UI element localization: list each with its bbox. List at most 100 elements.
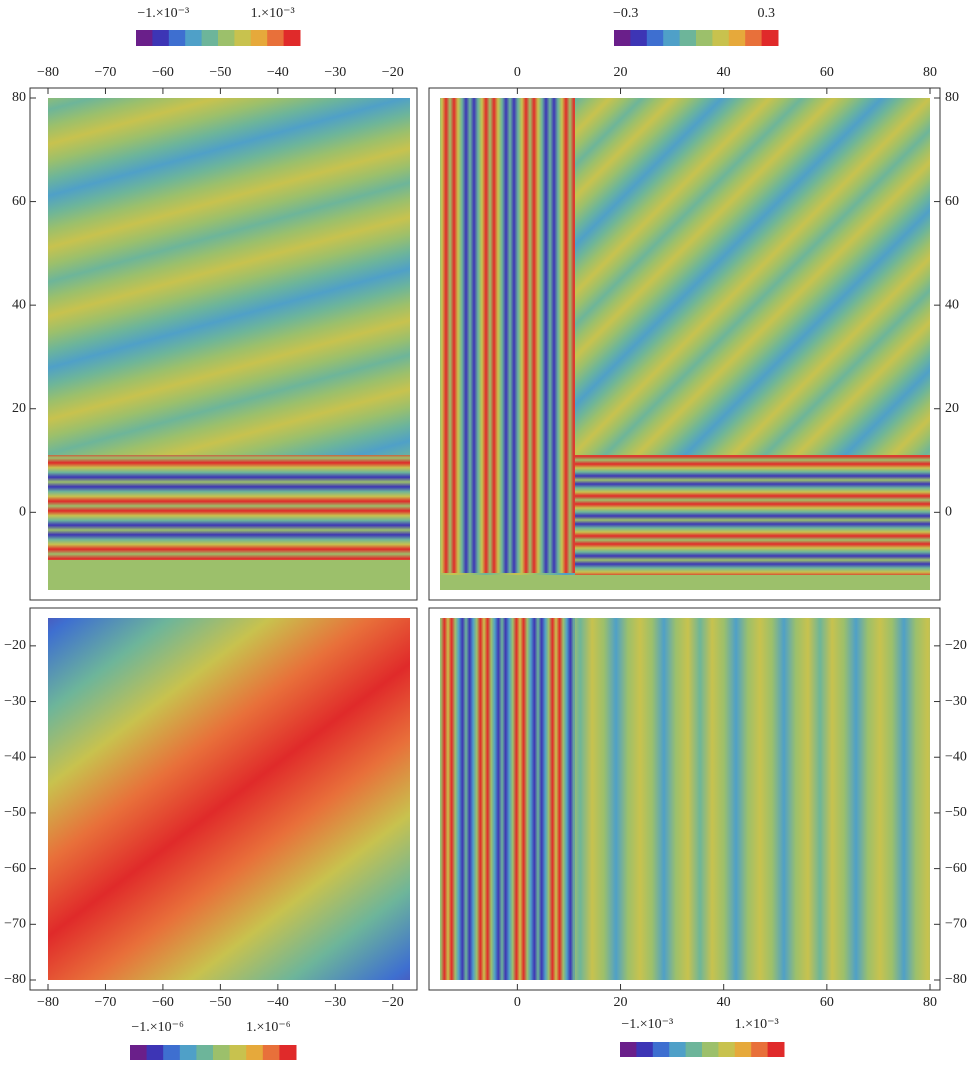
x-tick-label: 0 [514, 65, 521, 80]
colorbar-label: −0.3 [613, 6, 638, 21]
colorbar-swatch [679, 30, 697, 46]
x-tick-label: −50 [209, 65, 231, 80]
colorbar-swatch [163, 1045, 181, 1060]
x-tick-label: −40 [267, 65, 289, 80]
y-tick-label: −20 [4, 638, 26, 653]
y-tick-label: 20 [945, 401, 959, 416]
density-field [575, 455, 930, 575]
x-tick-label: −60 [152, 995, 174, 1010]
y-tick-label: 0 [945, 505, 952, 520]
colorbar-swatch [201, 30, 219, 46]
y-tick-label: 60 [945, 194, 959, 209]
x-tick-label: 80 [923, 65, 937, 80]
x-tick-label: −80 [37, 65, 59, 80]
x-tick-label: 60 [820, 995, 834, 1010]
x-tick-label: −50 [209, 995, 231, 1010]
x-tick-label: −30 [324, 65, 346, 80]
density-field [48, 618, 410, 980]
colorbar-swatch [152, 30, 170, 46]
colorbar-swatch [712, 30, 730, 46]
y-tick-label: −80 [4, 972, 26, 987]
y-tick-label: 20 [12, 401, 26, 416]
y-tick-label: −20 [945, 638, 967, 653]
y-tick-label: 40 [945, 297, 959, 312]
x-tick-label: −40 [267, 995, 289, 1010]
x-tick-label: 80 [923, 995, 937, 1010]
x-tick-label: −70 [95, 995, 117, 1010]
colorbar-swatch [213, 1045, 231, 1060]
colorbar-swatch [728, 30, 746, 46]
colorbar-swatch [229, 1045, 247, 1060]
y-tick-label: −60 [4, 861, 26, 876]
y-tick-label: −50 [945, 805, 967, 820]
x-tick-label: −30 [324, 995, 346, 1010]
colorbar-swatch [718, 1042, 736, 1057]
y-tick-label: 80 [945, 90, 959, 105]
x-tick-label: 20 [614, 995, 628, 1010]
colorbar-swatch [630, 30, 648, 46]
colorbar-swatch [696, 30, 713, 46]
colorbar-swatch [652, 1042, 670, 1057]
density-field [440, 618, 575, 980]
frame [428, 607, 941, 991]
colorbar-swatch [262, 1045, 280, 1060]
colorbar-swatch [246, 1045, 264, 1060]
density-field [48, 560, 410, 590]
x-tick-label: −20 [382, 65, 404, 80]
y-tick-label: −40 [4, 749, 26, 764]
y-tick-label: −40 [945, 749, 967, 764]
x-tick-label: −80 [37, 995, 59, 1010]
density-field [440, 575, 930, 590]
colorbar-swatch [234, 30, 252, 46]
y-tick-label: −30 [4, 694, 26, 709]
x-tick-label: 0 [514, 995, 521, 1010]
colorbar-swatch [136, 30, 153, 46]
frame [428, 87, 941, 601]
colorbar-swatch [279, 1045, 297, 1060]
colorbar-swatch [196, 1045, 214, 1060]
colorbar-label: 1.×10⁻⁶ [246, 1020, 291, 1035]
colorbar-swatch [179, 1045, 197, 1060]
colorbar-label: 0.3 [758, 6, 776, 21]
colorbar-swatch [734, 1042, 752, 1057]
frame [29, 607, 418, 991]
colorbar-swatch [767, 1042, 785, 1057]
colorbar-label: 1.×10⁻³ [251, 6, 295, 21]
y-tick-label: −60 [945, 861, 967, 876]
colorbar-swatch [168, 30, 186, 46]
y-tick-label: −80 [945, 972, 967, 987]
colorbar-swatch [146, 1045, 164, 1060]
colorbar-swatch [130, 1045, 148, 1060]
density-field [440, 98, 575, 573]
colorbar-swatch [669, 1042, 687, 1057]
x-tick-label: −20 [382, 995, 404, 1010]
colorbar-swatch [267, 30, 285, 46]
colorbar-swatch [745, 30, 763, 46]
x-tick-label: −70 [95, 65, 117, 80]
colorbar-label: −1.×10⁻⁶ [131, 1020, 184, 1035]
colorbar-swatch [702, 1042, 719, 1057]
x-tick-label: 60 [820, 65, 834, 80]
y-tick-label: 40 [12, 297, 26, 312]
y-tick-label: 0 [19, 505, 26, 520]
y-tick-label: −70 [945, 917, 967, 932]
x-tick-label: 20 [614, 65, 628, 80]
colorbar-swatch [646, 30, 664, 46]
colorbar-swatch [663, 30, 681, 46]
colorbar-swatch [751, 1042, 769, 1057]
colorbar-swatch [283, 30, 301, 46]
frame [29, 87, 418, 601]
colorbar-label: −1.×10⁻³ [137, 6, 189, 21]
y-tick-label: −30 [945, 694, 967, 709]
y-tick-label: 80 [12, 90, 26, 105]
colorbar-swatch [620, 1042, 637, 1057]
colorbar-swatch [636, 1042, 654, 1057]
colorbar-swatch [761, 30, 779, 46]
x-tick-label: −60 [152, 65, 174, 80]
colorbar-swatch [685, 1042, 703, 1057]
colorbar-swatch [218, 30, 235, 46]
y-tick-label: −70 [4, 917, 26, 932]
y-tick-label: −50 [4, 805, 26, 820]
colorbar-label: −1.×10⁻³ [621, 1017, 673, 1032]
